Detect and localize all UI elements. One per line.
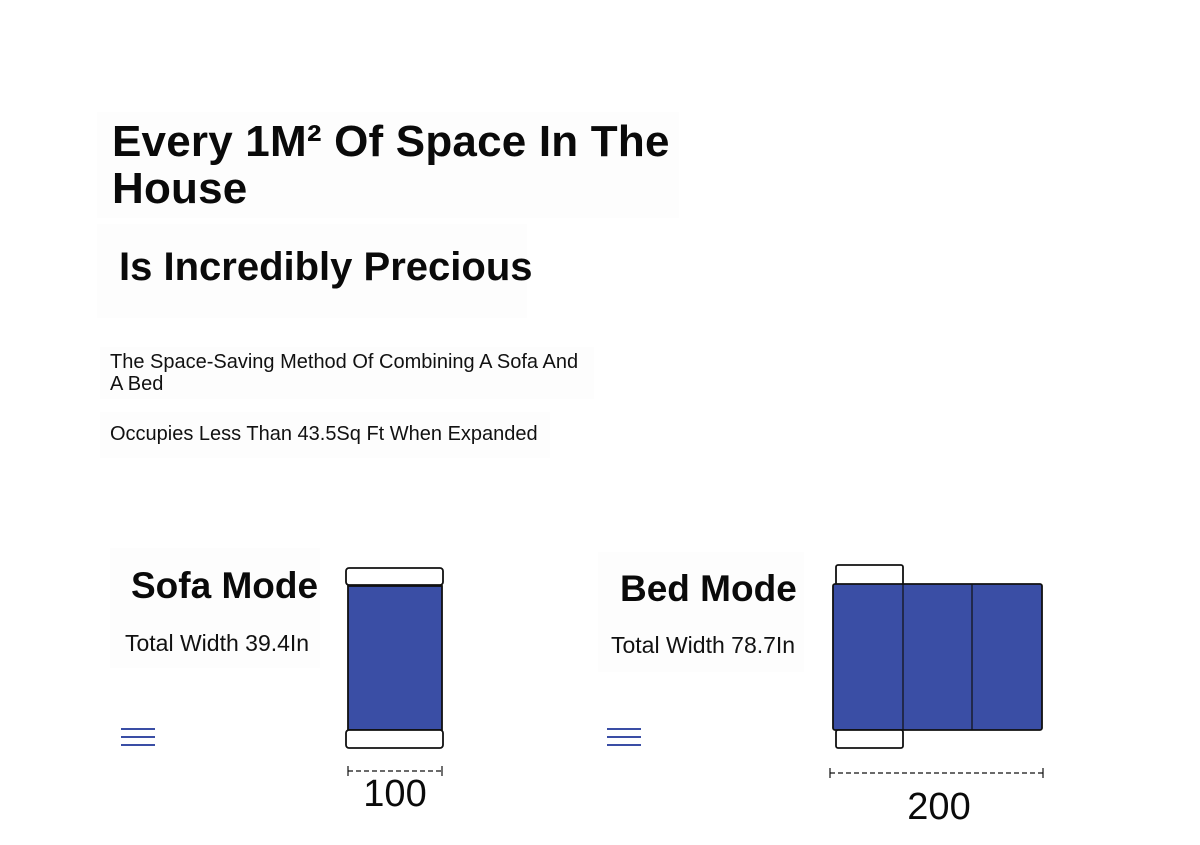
sofa-mode-width: Total Width 39.4In (125, 630, 310, 656)
sofa-mode-title: Sofa Mode (131, 565, 319, 606)
sofa-front-rail (345, 729, 444, 749)
headline-panel-2 (97, 224, 527, 318)
sofa-dimension-value: 100 (363, 773, 427, 815)
bed-mode-panel (598, 552, 804, 672)
sofa-backrest (345, 567, 444, 586)
headline-title: Every 1M² Of Space In The House (112, 117, 670, 213)
bed-mode-diagram (829, 564, 1044, 778)
menu-lines-icon[interactable] (606, 727, 642, 749)
bed-dimension-value: 200 (907, 786, 971, 828)
bed-mode-width: Total Width 78.7In (611, 632, 796, 658)
headline-panel (97, 112, 679, 218)
sofa-cushion (347, 585, 443, 731)
sofa-mode-panel (110, 548, 320, 668)
bed-front-rail (835, 729, 904, 749)
menu-lines-icon[interactable] (120, 727, 156, 749)
headline-subtitle: Is Incredibly Precious (119, 245, 533, 289)
description-panel-2 (100, 412, 550, 458)
bed-mattress (832, 583, 1043, 731)
description-panel (100, 347, 594, 399)
description-line-2: Occupies Less Than 43.5Sq Ft When Expand… (110, 423, 538, 445)
description-line-1: The Space-Saving Method Of Combining A S… (110, 351, 579, 395)
sofa-mode-diagram (345, 567, 444, 776)
bed-mode-title: Bed Mode (620, 568, 797, 609)
